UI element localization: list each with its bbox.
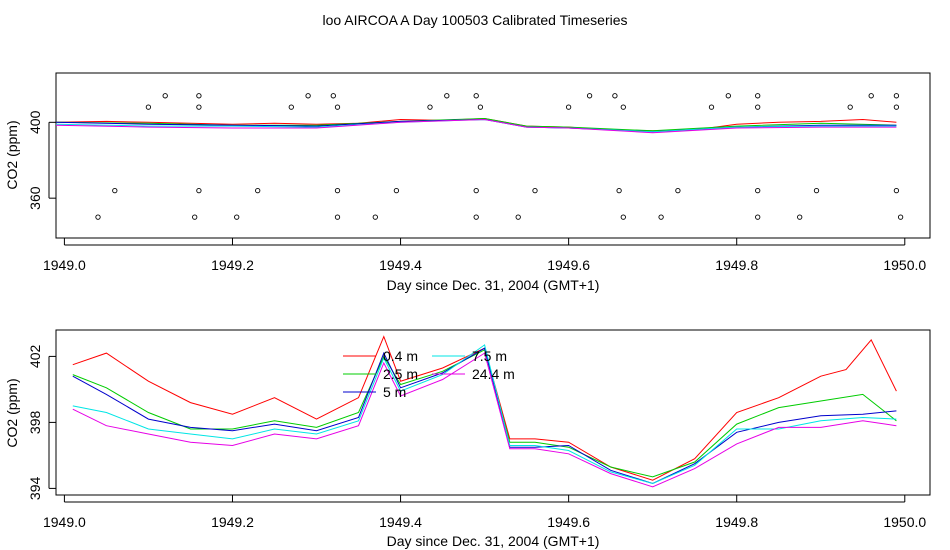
top-x-tick-label: 1950.0 xyxy=(883,257,926,273)
top-data-point xyxy=(305,93,311,99)
top-data-point xyxy=(708,104,715,110)
top-data-point xyxy=(565,104,572,110)
top-data-point xyxy=(813,187,820,194)
top-data-point xyxy=(372,214,378,220)
top-data-point xyxy=(797,214,803,220)
top-data-point xyxy=(196,104,202,110)
top-data-point xyxy=(897,214,904,220)
top-data-point xyxy=(620,104,626,110)
top-data-point xyxy=(612,93,618,99)
top-data-point xyxy=(586,93,593,99)
top-y-axis-label: CO2 (ppm) xyxy=(4,120,20,189)
top-x-axis: 1949.0 1949.2 1949.4 1949.6 1949.8 1950.0 xyxy=(43,238,926,273)
top-series-line xyxy=(55,118,897,133)
bottom-plot-frame xyxy=(55,329,931,496)
bottom-x-tick-label: 1950.0 xyxy=(883,514,926,530)
bottom-panel: 1949.0 1949.2 1949.4 1949.6 1949.8 1950.0 394… xyxy=(4,329,931,549)
top-x-tick-label: 1949.0 xyxy=(43,257,86,273)
top-data-point xyxy=(616,187,622,194)
top-data-point xyxy=(112,187,118,194)
top-data-point xyxy=(444,93,450,99)
top-data-point xyxy=(755,187,761,194)
top-data-point xyxy=(620,214,626,220)
bottom-x-tick-label: 1949.6 xyxy=(547,514,590,530)
top-data-point xyxy=(893,104,900,110)
top-data-point xyxy=(675,187,681,194)
legend-label: 5 m xyxy=(383,384,406,400)
top-data-point xyxy=(192,214,198,220)
top-data-point xyxy=(725,93,731,99)
top-data-point xyxy=(477,104,484,110)
legend-label: 24.4 m xyxy=(472,366,515,382)
bottom-y-tick-label: 394 xyxy=(27,477,43,501)
top-data-point xyxy=(334,104,341,110)
bottom-series-group xyxy=(72,335,897,488)
top-data-point xyxy=(196,93,202,99)
bottom-series-line xyxy=(72,352,897,488)
bottom-y-tick-label: 398 xyxy=(27,411,43,435)
page-title: loo AIRCOA A Day 100503 Calibrated Times… xyxy=(322,12,627,28)
top-data-point xyxy=(473,187,479,194)
top-data-point xyxy=(847,104,853,110)
top-y-tick-label: 360 xyxy=(27,186,43,210)
top-plot-frame xyxy=(55,72,931,239)
legend-label: 0.4 m xyxy=(383,348,418,364)
top-data-point xyxy=(868,93,874,99)
top-data-point xyxy=(334,214,341,220)
top-series-group xyxy=(55,117,897,134)
bottom-y-axis-label: CO2 (ppm) xyxy=(4,378,20,447)
top-data-point xyxy=(393,187,400,194)
top-data-point xyxy=(427,104,433,110)
top-points-group xyxy=(95,93,904,220)
top-data-point xyxy=(162,93,168,99)
top-data-point xyxy=(95,214,101,220)
legend-label: 7.5 m xyxy=(472,348,507,364)
top-data-point xyxy=(473,214,479,220)
top-y-tick-label: 400 xyxy=(27,110,43,134)
top-x-tick-label: 1949.6 xyxy=(547,257,590,273)
bottom-y-axis: 394 398 402 xyxy=(27,345,56,501)
top-data-point xyxy=(515,214,521,220)
top-data-point xyxy=(755,93,761,99)
top-x-tick-label: 1949.8 xyxy=(715,257,758,273)
top-data-point xyxy=(288,104,294,110)
bottom-x-tick-label: 1949.4 xyxy=(379,514,422,530)
bottom-x-axis: 1949.0 1949.2 1949.4 1949.6 1949.8 1950.0 xyxy=(43,495,926,530)
bottom-x-axis-label: Day since Dec. 31, 2004 (GMT+1) xyxy=(387,533,600,549)
top-x-tick-label: 1949.4 xyxy=(379,257,422,273)
top-data-point xyxy=(334,187,341,194)
top-data-point xyxy=(893,187,900,194)
legend-label: 2.5 m xyxy=(383,366,418,382)
bottom-legend: 0.4 m 2.5 m 5 m 7.5 m 24.4 m xyxy=(343,348,515,400)
top-x-axis-label: Day since Dec. 31, 2004 (GMT+1) xyxy=(387,277,600,293)
top-data-point xyxy=(473,93,479,99)
bottom-x-tick-label: 1949.0 xyxy=(43,514,86,530)
top-data-point xyxy=(658,214,664,220)
top-data-point xyxy=(755,104,761,110)
top-data-point xyxy=(255,187,261,194)
top-data-point xyxy=(893,93,900,99)
bottom-y-tick-label: 402 xyxy=(27,345,43,369)
top-panel: 1949.0 1949.2 1949.4 1949.6 1949.8 1950.0 360… xyxy=(4,72,931,293)
bottom-x-tick-label: 1949.2 xyxy=(211,514,254,530)
top-y-axis: 360 400 xyxy=(27,110,56,210)
top-series-line xyxy=(55,118,897,134)
bottom-series-line xyxy=(72,344,897,485)
bottom-x-tick-label: 1949.8 xyxy=(715,514,758,530)
top-data-point xyxy=(330,93,336,99)
top-data-point xyxy=(196,187,202,194)
top-data-point xyxy=(755,214,761,220)
top-data-point xyxy=(532,187,538,194)
top-data-point xyxy=(234,214,240,220)
top-x-tick-label: 1949.2 xyxy=(211,257,254,273)
top-data-point xyxy=(145,104,152,110)
